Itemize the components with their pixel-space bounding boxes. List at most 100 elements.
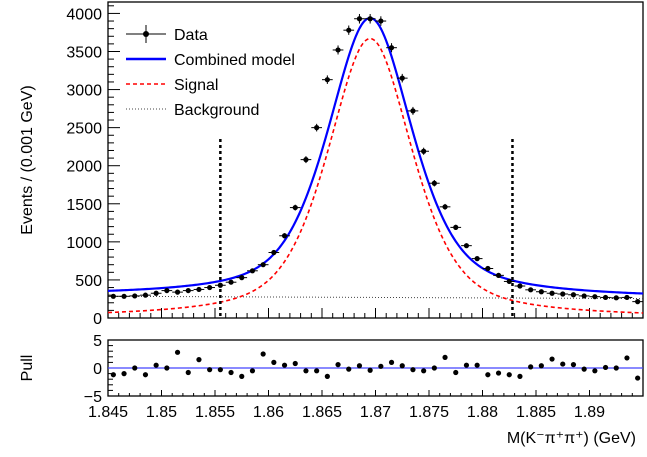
pull-y-tick-label: −5 [84,389,102,406]
data-point [407,106,419,115]
data-point [610,295,622,301]
data-point-marker [581,293,587,299]
data-point-marker [228,279,234,285]
pull-point [560,361,566,367]
pull-point [421,368,427,374]
pull-point [442,354,448,360]
pull-point [132,365,138,371]
data-point [322,75,333,84]
data-point [621,294,633,301]
x-axis-label: M(K⁻π⁺π⁺) (GeV) [507,430,636,447]
data-point [429,180,440,187]
data-point [418,147,429,155]
data-point-marker [142,292,149,298]
data-point [461,243,472,249]
pull-point [110,372,116,378]
y-tick-label: 500 [75,273,102,290]
data-point [161,287,173,294]
data-point-marker [624,294,630,301]
pull-point [239,373,245,379]
data-point [396,73,408,83]
y-axis-label: Events / (0.001 GeV) [19,85,36,234]
data-point [375,16,387,26]
pull-point [121,371,127,377]
y-tick-label: 1000 [66,235,102,252]
data-point-marker [174,289,181,295]
data-point-marker [602,294,609,301]
data-point [450,224,462,231]
pull-point [153,362,159,368]
data-point [129,293,141,299]
pull-axis-label: Pull [19,355,36,382]
data-point-marker [324,77,330,83]
data-point-marker [592,294,598,300]
data-point-marker [378,18,384,24]
data-point-marker [635,299,641,305]
data-point [118,293,130,299]
signal-curve [107,37,644,314]
pull-point [592,368,598,374]
y-tick-label: 0 [93,311,102,328]
pull-point [399,363,405,369]
x-tick-label: 1.86 [253,404,284,421]
pull-point [517,373,523,379]
x-tick-label: 1.885 [516,404,556,421]
pull-point [388,359,395,365]
data-point-marker [217,282,223,288]
pull-point [624,355,630,361]
legend-entry: Signal [126,77,218,94]
main-plot-frame [107,1,644,319]
pull-point [207,367,213,373]
data-point-marker [196,286,202,293]
data-point-marker [485,265,491,272]
pull-point [602,364,609,371]
pull-point [528,364,534,370]
legend-label: Background [174,102,259,119]
data-point [578,293,590,299]
pull-point [271,359,277,365]
data-point-marker [549,290,555,296]
data-point-marker [110,293,116,299]
data-point-marker [517,283,523,289]
legend-entry: Combined model [126,52,295,69]
data-point-marker [249,268,256,274]
pull-point [185,369,191,376]
data-point-marker [271,249,277,256]
pull-y-tick-label: 0 [93,361,102,378]
data-point [600,294,611,301]
data-point [343,25,355,35]
pull-point [217,367,223,373]
pull-point [474,362,480,368]
x-tick-label: 1.845 [88,404,128,421]
data-point [311,123,322,132]
data-point-marker [185,287,191,294]
pull-point [485,372,491,378]
legend: Data Combined model Signal Background [126,25,295,119]
data-point [503,278,515,285]
y-tick-label: 4000 [66,6,102,23]
legend-label: Combined model [174,52,295,69]
x-tick-label: 1.87 [360,404,391,421]
data-point [247,268,258,274]
data-point-marker [506,278,512,285]
data-point [386,43,397,53]
pull-point [164,365,170,371]
data-point-marker [570,292,577,298]
data-point-marker [421,148,427,154]
pull-point [431,365,437,371]
data-point-marker [431,180,437,186]
legend-entry: Data [126,25,208,44]
pull-point [356,363,363,369]
data-point [471,256,483,262]
data-point [632,299,643,305]
y-tick-label: 2000 [66,159,102,176]
data-point-marker [356,16,363,22]
y-tick-label: 1500 [66,197,102,214]
data-point-marker [613,295,619,301]
data-point-marker [153,290,159,296]
data-point [354,13,365,24]
data-point [300,156,312,164]
data-point-marker [528,287,534,293]
data-point-marker [538,289,544,295]
pull-point [506,372,512,378]
